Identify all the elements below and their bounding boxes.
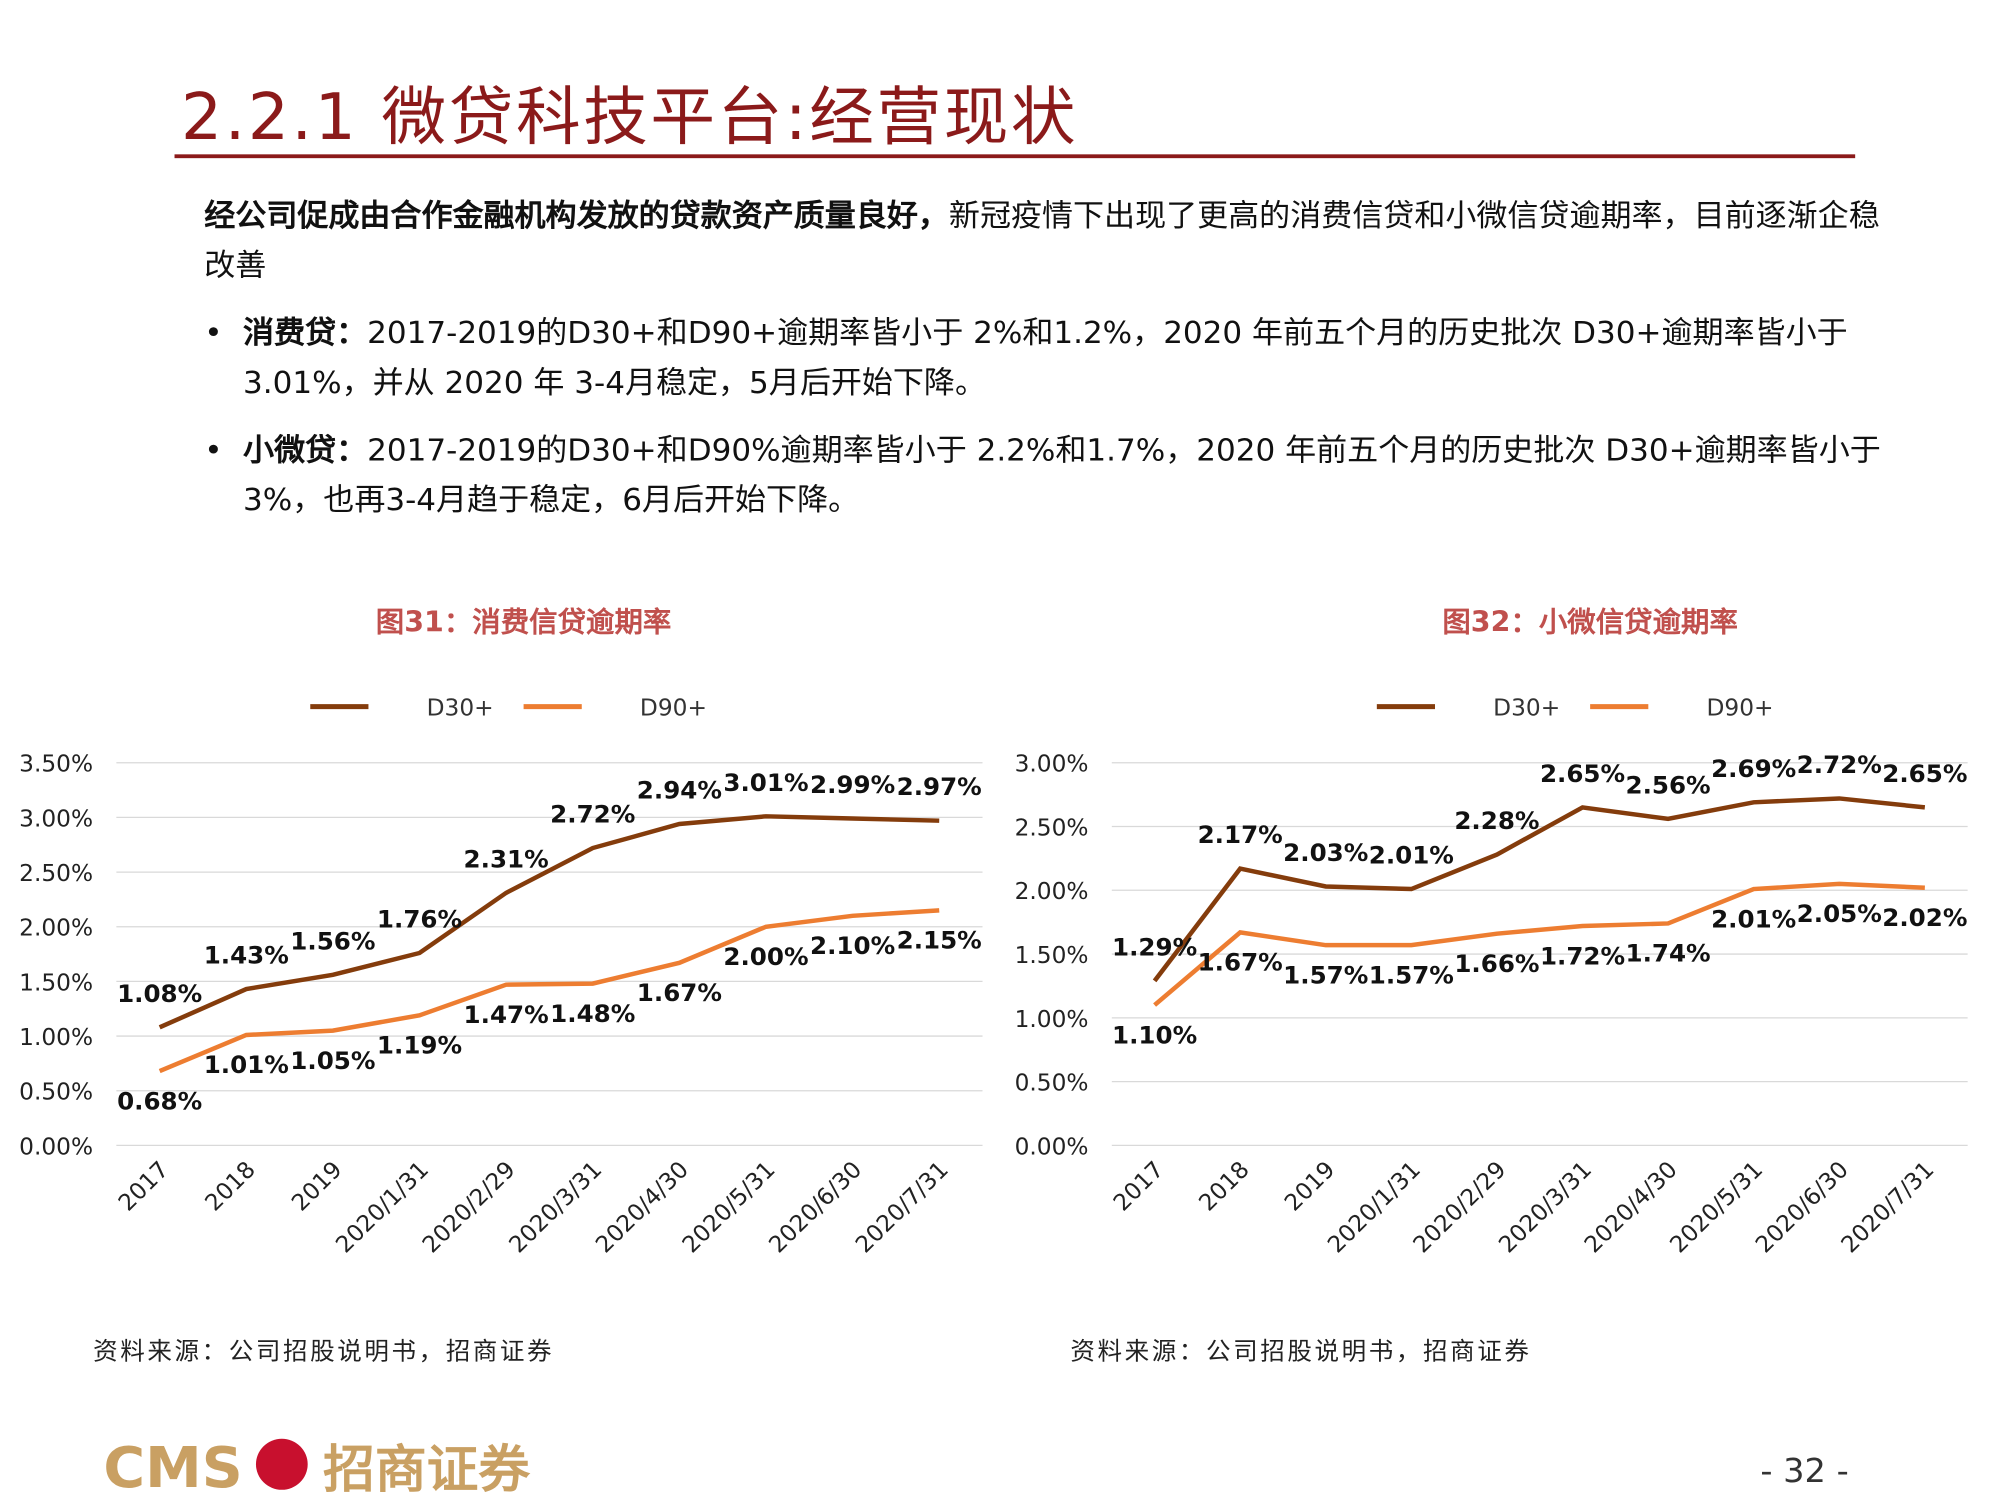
data-label: 2.72% (550, 800, 635, 829)
data-label: 2.65% (1540, 759, 1625, 788)
x-tick-label: 2020/4/30 (591, 1157, 694, 1258)
data-label: 2.10% (810, 931, 895, 960)
x-tick-label: 2017 (1109, 1157, 1169, 1217)
x-tick-label: 2019 (1280, 1157, 1340, 1217)
series-line (1153, 881, 1925, 1007)
bullet: 小微贷：2017-2019的D30+和D90%逾期率皆小于 2.2%和1.7%，… (204, 426, 1885, 525)
data-label: 1.76% (377, 905, 462, 934)
y-tick-label: 0.50% (19, 1080, 93, 1106)
title-rule (174, 154, 1856, 159)
source-note: 资料来源：公司招股说明书，招商证券 (93, 1337, 554, 1366)
y-tick-label: 2.50% (1015, 816, 1089, 842)
data-label: 2.69% (1711, 754, 1796, 783)
logo-icon (255, 1438, 308, 1490)
data-label: 1.57% (1283, 961, 1368, 990)
data-label: 1.74% (1626, 939, 1711, 968)
x-tick-label: 2020/7/31 (851, 1157, 954, 1258)
logo-en: CMS (103, 1437, 242, 1500)
y-tick-label: 1.00% (1015, 1007, 1089, 1033)
data-label: 3.01% (723, 768, 808, 797)
chart-title: 图31：消费信贷逾期率 (376, 606, 672, 639)
series-line (158, 814, 940, 1030)
slide-title: 2.2.1 微贷科技平台:经营现状 (180, 80, 1079, 155)
data-label: 2.72% (1797, 750, 1882, 779)
y-tick-label: 0.00% (1015, 1134, 1089, 1160)
data-label: 0.68% (117, 1086, 202, 1115)
legend-label: D30+ (427, 696, 494, 722)
x-tick-label: 2020/2/29 (418, 1157, 521, 1258)
x-tick-label: 2020/3/31 (504, 1157, 607, 1258)
data-label: 2.01% (1711, 904, 1796, 933)
bullet-text: 2017-2019的D30+和D90%逾期率皆小于 2.2%和1.7%，2020… (243, 432, 1881, 518)
data-label: 2.15% (897, 926, 982, 955)
y-tick-label: 3.00% (19, 806, 93, 832)
data-label: 1.48% (550, 999, 635, 1028)
data-label: 1.43% (204, 941, 289, 970)
y-tick-label: 0.00% (19, 1134, 93, 1160)
y-tick-label: 1.00% (19, 1025, 93, 1051)
data-label: 2.17% (1198, 820, 1283, 849)
data-label: 1.67% (637, 978, 722, 1007)
x-tick-label: 2020/6/30 (764, 1157, 867, 1258)
intro-text: 新冠疫情下出现了更高的消费信贷和小微信贷逾期率，目前逐渐企稳改善 (204, 197, 1880, 284)
y-tick-label: 2.00% (1015, 879, 1089, 905)
chart-title: 图32：小微信贷逾期率 (1442, 606, 1738, 639)
data-label: 1.01% (204, 1050, 289, 1079)
intro: 经公司促成由合作金融机构发放的贷款资产质量良好，新冠疫情下出现了更高的消费信贷和… (204, 191, 1885, 290)
data-label: 2.31% (464, 844, 549, 873)
data-label: 1.47% (464, 1000, 549, 1029)
bullet-text: 2017-2019的D30+和D90+逾期率皆小于 2%和1.2%，2020 年… (243, 315, 1848, 401)
data-label: 1.08% (117, 979, 202, 1008)
y-tick-label: 3.50% (19, 752, 93, 778)
data-label: 2.00% (723, 942, 808, 971)
series-line (1152, 796, 1926, 983)
y-tick-label: 2.50% (19, 861, 93, 887)
data-label: 1.57% (1369, 961, 1454, 990)
data-label: 2.02% (1882, 903, 1967, 932)
page-number: - 32 - (1760, 1451, 1848, 1490)
x-tick-label: 2020/1/31 (331, 1157, 434, 1258)
x-tick-label: 2017 (114, 1157, 174, 1217)
x-tick-label: 2019 (287, 1157, 347, 1217)
bullet-bold: 消费贷： (243, 315, 368, 351)
data-label: 1.05% (290, 1046, 375, 1075)
legend-label: D30+ (1493, 696, 1560, 722)
data-label: 1.10% (1112, 1021, 1197, 1050)
y-tick-label: 1.50% (19, 970, 93, 996)
series-line (158, 908, 940, 1074)
y-tick-label: 3.00% (1015, 752, 1089, 778)
data-label: 2.65% (1882, 759, 1967, 788)
logo-cn: 招商证券 (323, 1441, 530, 1500)
data-label: 2.05% (1797, 899, 1882, 928)
data-label: 2.56% (1626, 771, 1711, 800)
data-label: 1.66% (1454, 949, 1539, 978)
data-label: 2.28% (1454, 806, 1539, 835)
bullet: 消费贷：2017-2019的D30+和D90+逾期率皆小于 2%和1.2%，20… (204, 309, 1885, 408)
data-label: 2.01% (1369, 841, 1454, 870)
data-label: 2.99% (810, 770, 895, 799)
y-tick-label: 0.50% (1015, 1071, 1089, 1097)
legend-label: D90+ (640, 696, 707, 722)
y-tick-label: 1.50% (1015, 943, 1089, 969)
x-tick-label: 2020/5/31 (678, 1157, 781, 1258)
legend-label: D90+ (1706, 696, 1773, 722)
data-label: 2.03% (1283, 838, 1368, 867)
intro-bold: 经公司促成由合作金融机构发放的贷款资产质量良好， (204, 197, 949, 234)
x-tick-label: 2018 (201, 1157, 261, 1217)
y-tick-label: 2.00% (19, 916, 93, 942)
data-label: 1.67% (1198, 948, 1283, 977)
source-note: 资料来源：公司招股说明书，招商证券 (1070, 1337, 1531, 1366)
data-label: 2.94% (637, 776, 722, 805)
data-label: 1.29% (1112, 933, 1197, 962)
x-tick-label: 2020/7/31 (1837, 1157, 1940, 1258)
data-label: 1.19% (377, 1031, 462, 1060)
data-label: 1.56% (290, 926, 375, 955)
x-tick-label: 2018 (1194, 1157, 1254, 1217)
data-label: 2.97% (897, 772, 982, 801)
bullet-bold: 小微贷： (243, 432, 368, 469)
data-label: 1.72% (1540, 941, 1625, 970)
